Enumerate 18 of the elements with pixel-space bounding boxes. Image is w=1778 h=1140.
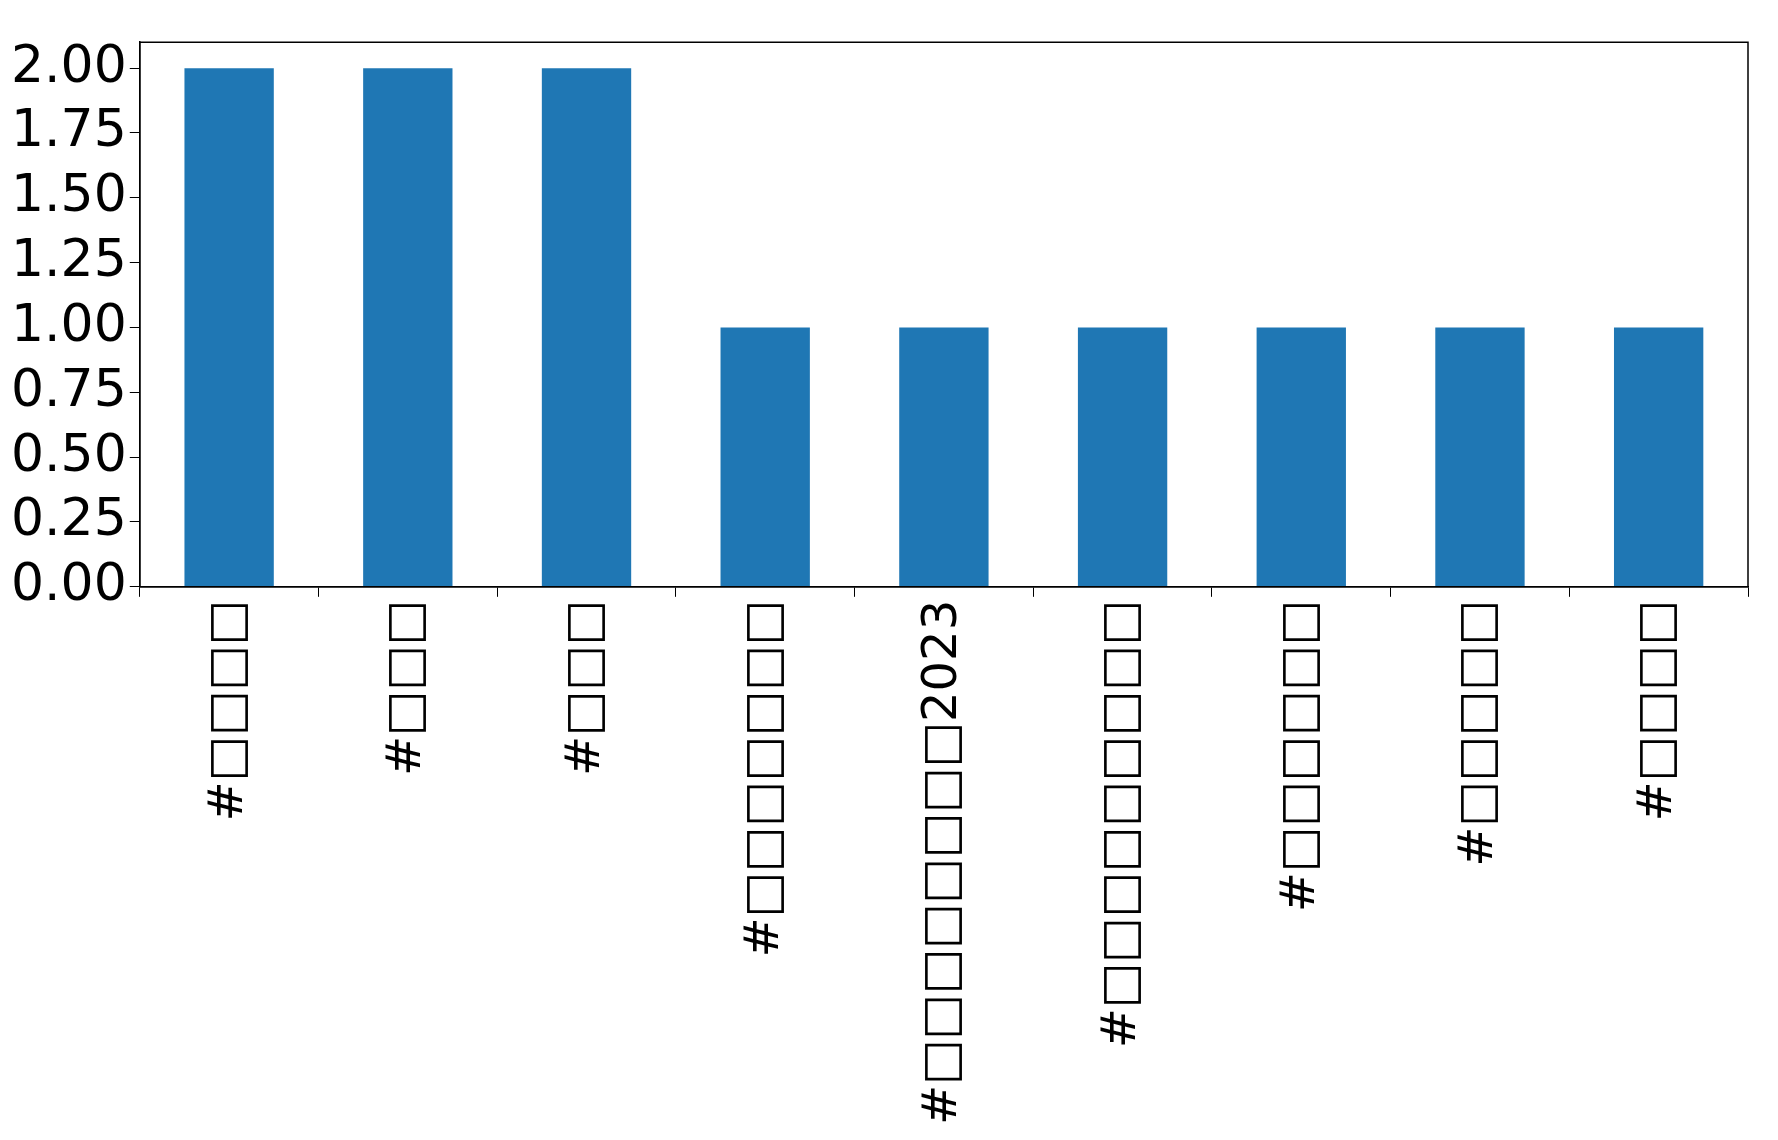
x-tick-label: #□□□□ [1626,599,1683,822]
x-tick-label: #□□□ [375,599,432,777]
x-tick-label: #□□□ [553,599,610,777]
y-tick-label: 0.50 [11,422,127,483]
y-tick-label: 0.75 [11,357,127,418]
x-tick-label: #□□□□□□ [1268,599,1325,913]
y-tick-label: 1.75 [11,98,127,159]
y-tick-label: 2.00 [11,33,127,94]
y-tick-label: 1.50 [11,163,127,224]
x-tick-label: #□□□□□□□□□ [1090,599,1147,1049]
x-tick-label: #□□□□□□□ [732,599,789,958]
x-tick-label: #□□□□ [196,599,253,822]
y-tick-label: 1.00 [11,292,127,353]
y-tick-label: 1.25 [11,228,127,289]
y-tick-label: 0.25 [11,487,127,548]
y-tick-label: 0.00 [11,552,127,613]
x-tick-label: #□□□□□□□□2023 [911,599,968,1125]
x-tick-label: #□□□□□ [1447,599,1504,867]
